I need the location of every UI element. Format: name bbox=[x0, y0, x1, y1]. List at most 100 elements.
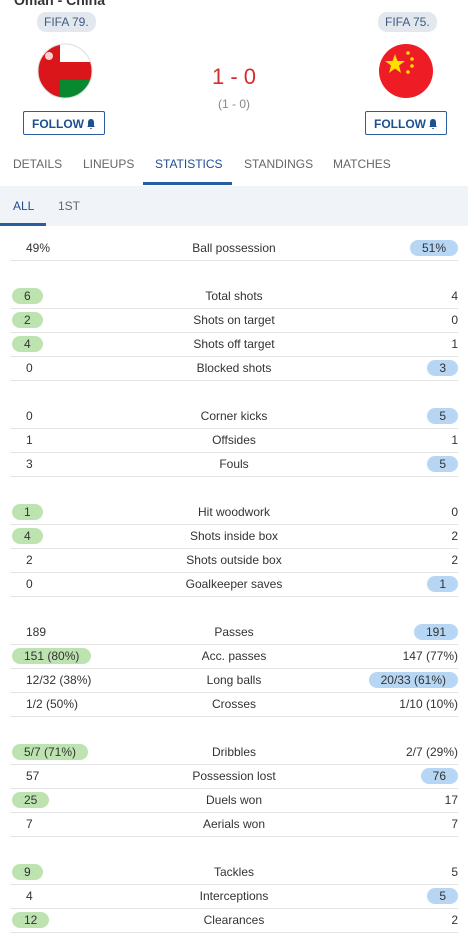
away-value: 5 bbox=[451, 865, 458, 879]
away-value: 147 (77%) bbox=[402, 649, 458, 663]
stat-row: 49% Ball possession 51% bbox=[0, 236, 468, 260]
row-divider bbox=[10, 884, 458, 885]
home-value: 151 (80%) bbox=[12, 648, 92, 664]
stat-name: Clearances bbox=[203, 913, 265, 927]
stat-row: 2 Shots outside box 2 bbox=[0, 548, 468, 572]
away-value: 17 bbox=[444, 793, 458, 807]
home-value: 2 bbox=[12, 312, 43, 328]
home-value: 189 bbox=[26, 625, 47, 639]
stat-row: 189 Passes 191 bbox=[0, 620, 468, 644]
home-value: 0 bbox=[26, 361, 33, 375]
row-divider bbox=[10, 380, 458, 381]
follow-label: FOLLOW bbox=[32, 117, 84, 131]
row-divider bbox=[10, 308, 458, 309]
stat-row: 57 Possession lost 76 bbox=[0, 764, 468, 788]
stat-name: Aerials won bbox=[202, 817, 266, 831]
home-value: 2 bbox=[26, 553, 33, 567]
home-value: 1 bbox=[12, 504, 43, 520]
home-value: 6 bbox=[12, 288, 43, 304]
away-value: 5 bbox=[427, 408, 458, 424]
stat-row: 25 Duels won 17 bbox=[0, 788, 468, 812]
row-divider bbox=[10, 764, 458, 765]
tab[interactable]: MATCHES bbox=[333, 157, 391, 171]
row-divider bbox=[10, 572, 458, 573]
row-divider bbox=[10, 692, 458, 693]
home-value: 3 bbox=[26, 457, 33, 471]
home-value: 12/32 (38%) bbox=[26, 673, 92, 687]
away-value: 3 bbox=[427, 360, 458, 376]
stat-name: Shots inside box bbox=[189, 529, 279, 543]
row-divider bbox=[10, 260, 458, 261]
away-value: 7 bbox=[451, 817, 458, 831]
away-value: 1 bbox=[427, 576, 458, 592]
home-value: 0 bbox=[26, 409, 33, 423]
stat-row: 12/32 (38%) Long balls 20/33 (61%) bbox=[0, 668, 468, 692]
stat-row: 7 Aerials won 7 bbox=[0, 812, 468, 836]
follow-button[interactable]: FOLLOW bbox=[365, 111, 447, 135]
period-tab[interactable]: 1ST bbox=[58, 199, 81, 213]
away-value: 2 bbox=[451, 553, 458, 567]
away-value: 20/33 (61%) bbox=[368, 672, 458, 688]
away-value: 1 bbox=[451, 433, 458, 447]
stat-row: 151 (80%) Acc. passes 147 (77%) bbox=[0, 644, 468, 668]
home-value: 57 bbox=[26, 769, 40, 783]
row-divider bbox=[10, 908, 458, 909]
row-divider bbox=[10, 548, 458, 549]
home-value: 4 bbox=[12, 528, 43, 544]
tab[interactable]: STATISTICS bbox=[155, 157, 223, 171]
period-tab[interactable]: ALL bbox=[13, 199, 35, 213]
home-value: 49% bbox=[26, 241, 51, 255]
stat-row: 1/2 (50%) Crosses 1/10 (10%) bbox=[0, 692, 468, 716]
stat-name: Crosses bbox=[211, 697, 256, 711]
home-value: 4 bbox=[26, 889, 33, 903]
stat-name: Total shots bbox=[205, 289, 263, 303]
tab[interactable]: DETAILS bbox=[13, 157, 63, 171]
home-value: 25 bbox=[12, 792, 50, 808]
stat-row: 5/7 (71%) Dribbles 2/7 (29%) bbox=[0, 740, 468, 764]
away-value: 5 bbox=[427, 456, 458, 472]
home-flag bbox=[37, 43, 93, 99]
away-value: 76 bbox=[420, 768, 458, 784]
away-value: 5 bbox=[427, 888, 458, 904]
stat-row: 4 Interceptions 5 bbox=[0, 884, 468, 908]
stat-name: Shots outside box bbox=[186, 553, 282, 567]
stat-name: Offsides bbox=[212, 433, 256, 447]
stat-name: Acc. passes bbox=[201, 649, 267, 663]
match-title: Oman - China bbox=[14, 0, 106, 8]
row-divider bbox=[10, 812, 458, 813]
stat-name: Ball possession bbox=[192, 241, 276, 255]
stat-name: Duels won bbox=[205, 793, 263, 807]
home-value: 7 bbox=[26, 817, 33, 831]
stat-name: Possession lost bbox=[192, 769, 276, 783]
stat-name: Dribbles bbox=[211, 745, 256, 759]
away-value: 191 bbox=[413, 624, 458, 640]
tab[interactable]: STANDINGS bbox=[244, 157, 314, 171]
away-value: 2/7 (29%) bbox=[405, 745, 458, 759]
home-value: 1 bbox=[26, 433, 33, 447]
bell-icon bbox=[87, 119, 95, 129]
tab[interactable]: LINEUPS bbox=[83, 157, 135, 171]
stat-row: 1 Offsides 1 bbox=[0, 428, 468, 452]
home-value: 9 bbox=[12, 864, 43, 880]
follow-label: FOLLOW bbox=[374, 117, 426, 131]
home-value: 1/2 (50%) bbox=[26, 697, 79, 711]
stat-row: 0 Goalkeeper saves 1 bbox=[0, 572, 468, 596]
row-divider bbox=[10, 476, 458, 477]
bell-icon bbox=[429, 119, 437, 129]
row-divider bbox=[10, 428, 458, 429]
stat-name: Corner kicks bbox=[200, 409, 268, 423]
stat-row: 3 Fouls 5 bbox=[0, 452, 468, 476]
row-divider bbox=[10, 524, 458, 525]
tab-indicator bbox=[143, 182, 232, 185]
stat-row: 4 Shots inside box 2 bbox=[0, 524, 468, 548]
stat-row: 2 Shots on target 0 bbox=[0, 308, 468, 332]
stat-name: Shots on target bbox=[193, 313, 275, 327]
away-rating: FIFA 75. bbox=[378, 12, 437, 32]
follow-button[interactable]: FOLLOW bbox=[23, 111, 105, 135]
score: 1 - 0 bbox=[211, 64, 257, 89]
row-divider bbox=[10, 356, 458, 357]
stat-row: 0 Corner kicks 5 bbox=[0, 404, 468, 428]
row-divider bbox=[10, 788, 458, 789]
away-value: 4 bbox=[451, 289, 458, 303]
